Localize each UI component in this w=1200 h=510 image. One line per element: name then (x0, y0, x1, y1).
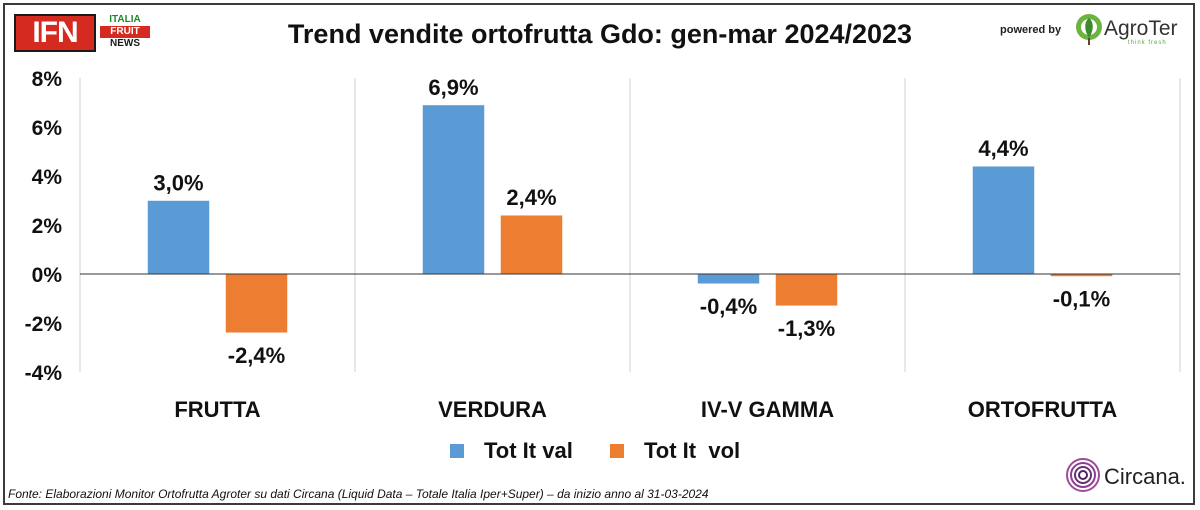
bar-chart: -4% -2% 0% 2% 4% 6% 8% 3,0% -2,4% FRUTTA 6,9% 2,4% V… (25, 68, 1181, 422)
bar-val (147, 200, 210, 275)
agroter-tagline: think fresh (1128, 40, 1167, 46)
x-category-label: VERDURA (438, 397, 547, 422)
bar-vol (500, 214, 563, 275)
data-label: -0,1% (1053, 286, 1110, 311)
data-label: -0,4% (700, 294, 757, 319)
legend-label: Tot It vol (644, 438, 741, 463)
x-category-label: FRUTTA (174, 397, 260, 422)
legend-swatch (450, 444, 464, 458)
y-tick-label: 0% (32, 264, 63, 287)
bar-val (972, 165, 1035, 275)
y-tick-label: -4% (25, 362, 63, 385)
y-tick-label: 6% (32, 117, 63, 140)
ifn-logo: IFN ITALIA FRUIT NEWS (14, 14, 150, 52)
legend-swatch (610, 444, 624, 458)
data-label: 2,4% (506, 185, 556, 210)
legend-label: Tot It val (484, 438, 573, 463)
bar-vol (775, 273, 838, 307)
source-note: Fonte: Elaborazioni Monitor Ortofrutta A… (8, 487, 709, 501)
data-label: 6,9% (428, 75, 478, 100)
data-label: -2,4% (228, 343, 285, 368)
y-tick-label: 8% (32, 68, 63, 91)
data-label: 4,4% (978, 136, 1028, 161)
ifn-logo-mark: IFN (14, 14, 96, 52)
powered-by-label: powered by (1000, 24, 1062, 36)
agroter-name: AgroTer (1104, 17, 1178, 40)
data-label: 3,0% (153, 171, 203, 196)
ifn-logo-subtitle: ITALIA FRUIT NEWS (100, 14, 150, 52)
y-tick-label: 2% (32, 215, 63, 238)
ifn-logo-line-news: NEWS (110, 38, 140, 49)
bar-val (697, 273, 760, 285)
ifn-logo-line-italia: ITALIA (109, 14, 141, 25)
chart-legend: Tot It val Tot It vol (0, 438, 1200, 466)
data-label: -1,3% (778, 316, 835, 341)
chart-title: Trend vendite ortofrutta Gdo: gen-mar 20… (287, 19, 913, 49)
x-category-label: IV-V GAMMA (701, 397, 834, 422)
bar-val (422, 104, 485, 275)
bar-vol (225, 273, 288, 334)
circana-name: Circana. (1104, 464, 1186, 489)
y-tick-label: -2% (25, 313, 63, 336)
ifn-logo-line-fruit: FRUIT (100, 26, 150, 38)
circana-logo: Circana. (1064, 456, 1194, 496)
circana-swirl-icon (1066, 458, 1100, 492)
x-category-label: ORTOFRUTTA (968, 397, 1118, 422)
agroter-leaf-icon (1076, 14, 1102, 45)
agroter-logo: AgroTer think fresh (1074, 12, 1184, 48)
y-tick-label: 4% (32, 166, 63, 189)
